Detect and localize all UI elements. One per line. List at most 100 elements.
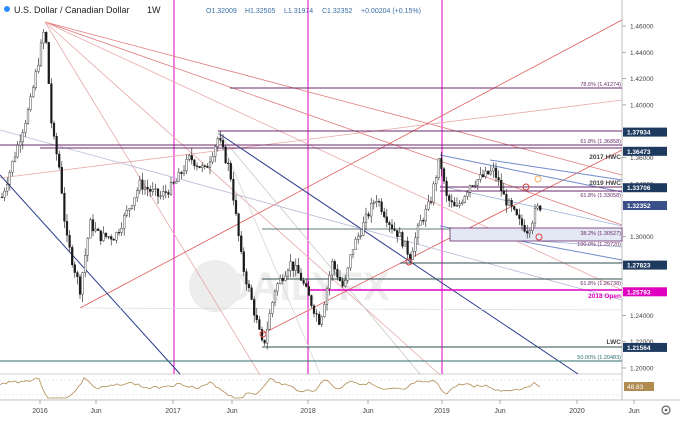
candle-body	[515, 209, 518, 216]
candle-body	[128, 208, 131, 211]
candle-body	[354, 239, 357, 250]
candle-body	[0, 196, 4, 199]
candle-body	[102, 232, 105, 242]
red-rising-line-1	[79, 19, 623, 309]
candle-body	[383, 211, 386, 217]
candle-body	[367, 213, 370, 217]
candle-body	[60, 167, 63, 194]
candle-body	[201, 165, 204, 168]
pivot-marker-2019-low	[535, 233, 543, 241]
candle-body	[533, 208, 537, 224]
candle-body	[344, 280, 347, 287]
price-tick-label: 1.22000	[630, 339, 654, 346]
candle-body	[398, 232, 401, 237]
candle-body	[3, 190, 6, 198]
candle-body	[401, 232, 404, 247]
candle-body	[266, 328, 269, 344]
candle-body	[260, 329, 264, 341]
candle-body	[234, 200, 238, 214]
price-tick-label: 1.30000	[630, 234, 654, 241]
pivot-marker-target	[534, 175, 542, 183]
price-label-tag	[623, 201, 667, 211]
fib-618-top-label: 61.8% (1.36858)	[580, 139, 621, 145]
candle-body	[292, 261, 295, 271]
candle-body	[424, 208, 427, 222]
candle-body	[115, 232, 118, 241]
candle-body	[97, 228, 100, 231]
candle-body	[507, 199, 511, 206]
candle-body	[364, 213, 368, 223]
fib-786-label: 78.6% (1.41274)	[580, 82, 621, 88]
price-label-tag	[623, 260, 667, 270]
candle-body	[86, 237, 89, 256]
candle-body	[229, 163, 232, 180]
candle-body	[370, 203, 373, 217]
candle-body	[357, 235, 360, 240]
red-trendline-3	[44, 21, 623, 291]
candle-body	[333, 261, 336, 270]
candle-body	[299, 272, 303, 281]
gear-icon[interactable]	[661, 405, 671, 415]
candle-body	[281, 278, 284, 281]
candle-body	[89, 219, 92, 239]
fib-50-label: 50.00% (1.20483)	[577, 355, 621, 361]
candle-body	[307, 286, 310, 296]
candle-body	[182, 170, 186, 174]
candle-body	[151, 189, 154, 192]
candle-body	[453, 201, 456, 207]
candle-body	[294, 264, 297, 271]
candle-body	[380, 201, 383, 213]
candle-body	[242, 251, 245, 272]
candle-body	[312, 305, 316, 314]
red-trendline-4	[44, 21, 441, 376]
candle-body	[310, 295, 313, 306]
candle-body	[138, 179, 141, 191]
oscillator-line	[0, 377, 541, 399]
candle-body	[21, 132, 24, 143]
ohlc-open: O1.32009	[206, 8, 237, 15]
chart-header: U.S. Dollar / Canadian Dollar 1W O1.3200…	[4, 5, 421, 15]
price-label-text: 1.36473	[627, 149, 651, 156]
red-trendline-5	[44, 21, 261, 376]
candle-body	[471, 185, 474, 187]
candle-body	[245, 271, 248, 285]
candle-body	[19, 141, 22, 146]
candle-body	[526, 231, 529, 234]
candle-body	[65, 221, 69, 236]
candle-body	[24, 123, 27, 133]
osc-value-label: 48.83	[627, 384, 644, 391]
candle-body	[172, 181, 175, 184]
candle-body	[315, 313, 318, 315]
candle-body	[237, 213, 240, 236]
candle-body	[39, 42, 43, 66]
time-tick-label: 2017	[165, 408, 181, 415]
candle-body	[42, 32, 45, 44]
time-tick-label: 2016	[32, 408, 48, 415]
candle-body	[484, 170, 487, 177]
price-tick-label: 1.44000	[630, 50, 654, 57]
candle-body	[263, 339, 266, 344]
price-label-text: 1.21564	[627, 345, 651, 352]
trendlines	[0, 19, 623, 376]
candle-body	[117, 232, 121, 234]
candle-body	[440, 158, 443, 169]
price-tick-label: 1.46000	[630, 24, 654, 31]
grey-line-1	[217, 132, 421, 375]
time-tick-label: 2019	[434, 408, 450, 415]
candle-body	[528, 230, 531, 234]
candle-body	[273, 290, 277, 303]
candle-body	[536, 205, 539, 209]
time-tick-label: Jun	[226, 408, 237, 415]
pivot-marker-2018-low	[405, 258, 413, 266]
candle-body	[276, 283, 279, 292]
time-axis[interactable]: 2016 Jun 2017 Jun 2018 Jun 2019 Jun 2020 Jun	[32, 400, 640, 415]
candle-body	[422, 220, 425, 222]
candle-body	[279, 278, 282, 284]
candle-body	[463, 196, 466, 203]
candle-body	[130, 205, 134, 209]
candle-body	[523, 225, 526, 232]
candle-body	[214, 146, 217, 157]
candle-body	[185, 159, 188, 172]
candle-body	[474, 185, 477, 187]
